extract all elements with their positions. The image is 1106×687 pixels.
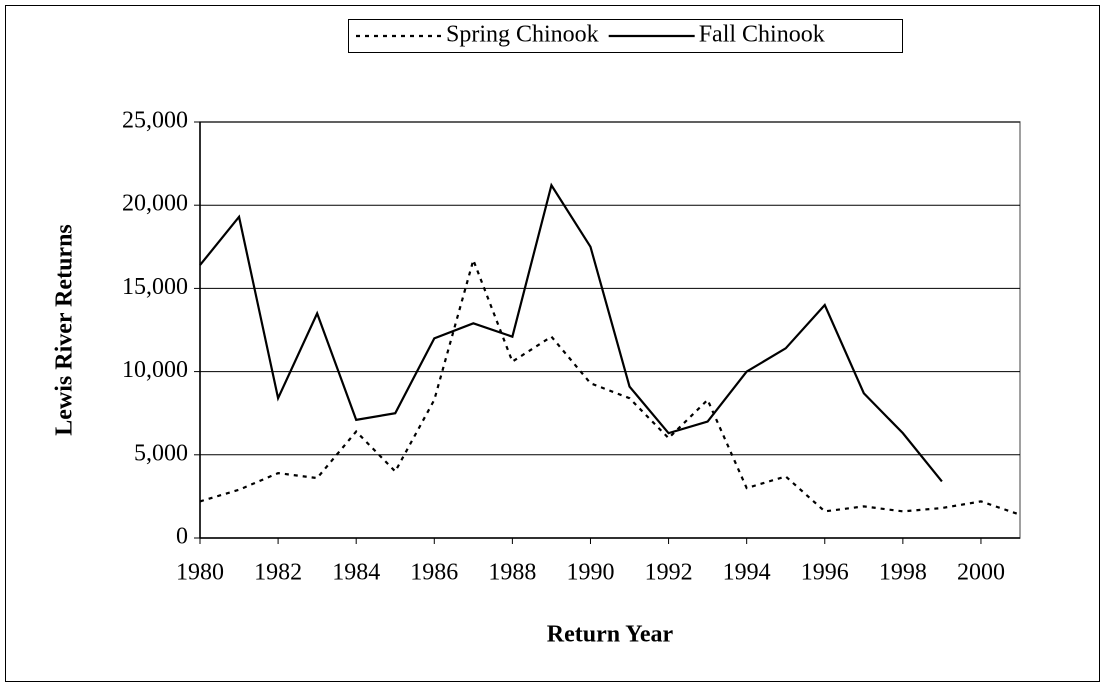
y-axis-label: Lewis River Returns (52, 224, 78, 436)
x-tick-label: 1984 (332, 560, 380, 586)
legend-label: Fall Chinook (699, 22, 825, 48)
y-tick-label: 20,000 (122, 191, 188, 217)
x-tick-label: 1988 (488, 560, 536, 586)
y-tick-label: 10,000 (122, 357, 188, 383)
y-tick-label: 5,000 (134, 440, 188, 466)
x-tick-label: 1996 (801, 560, 849, 586)
plot-area (199, 121, 1021, 539)
x-tick-label: 1980 (176, 560, 224, 586)
series-line (199, 256, 1021, 516)
y-tick-label: 25,000 (122, 108, 188, 134)
y-tick-label: 0 (176, 524, 188, 550)
x-tick-label: 1998 (879, 560, 927, 586)
series-line (199, 182, 943, 483)
x-tick-label: 2000 (957, 560, 1005, 586)
x-tick-label: 1994 (723, 560, 771, 586)
x-tick-label: 1992 (645, 560, 693, 586)
x-tick-label: 1990 (566, 560, 614, 586)
legend-label: Spring Chinook (446, 22, 599, 48)
x-tick-label: 1986 (410, 560, 458, 586)
y-tick-label: 15,000 (122, 274, 188, 300)
x-axis-label: Return Year (547, 622, 674, 648)
x-tick-label: 1982 (254, 560, 302, 586)
